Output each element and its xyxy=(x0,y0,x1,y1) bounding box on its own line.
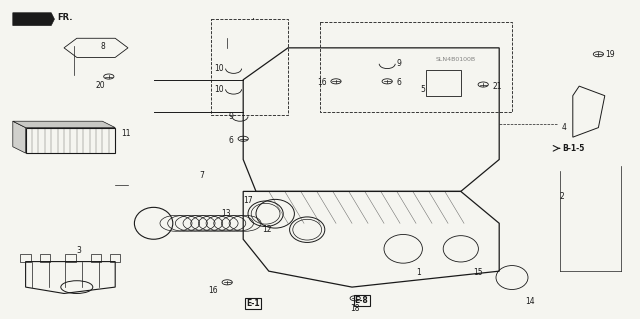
Polygon shape xyxy=(13,121,26,153)
Bar xyxy=(40,254,50,262)
Text: 9: 9 xyxy=(228,112,234,121)
Text: B-1-5: B-1-5 xyxy=(562,144,584,153)
Text: 18: 18 xyxy=(351,304,360,313)
Bar xyxy=(20,254,31,262)
Text: 15: 15 xyxy=(474,268,483,277)
Text: 9: 9 xyxy=(397,59,402,68)
Text: 10: 10 xyxy=(214,85,224,94)
Text: SLN4B0100B: SLN4B0100B xyxy=(435,57,476,63)
Text: E-1: E-1 xyxy=(246,299,260,308)
Text: 12: 12 xyxy=(262,225,272,234)
Text: 8: 8 xyxy=(101,42,106,51)
Bar xyxy=(91,254,101,262)
Bar xyxy=(26,128,115,153)
Text: 6: 6 xyxy=(397,78,402,87)
Bar xyxy=(65,254,76,262)
Text: 20: 20 xyxy=(96,81,106,90)
Text: 3: 3 xyxy=(77,246,82,255)
Bar xyxy=(110,254,120,262)
Text: 5: 5 xyxy=(420,85,426,94)
Text: 13: 13 xyxy=(221,209,230,218)
Text: 6: 6 xyxy=(228,136,234,145)
Text: 16: 16 xyxy=(317,78,326,87)
Text: E-8: E-8 xyxy=(355,296,369,305)
Polygon shape xyxy=(13,121,115,128)
Polygon shape xyxy=(13,13,54,26)
Text: 21: 21 xyxy=(493,82,502,91)
Text: 10: 10 xyxy=(214,64,224,73)
Text: 4: 4 xyxy=(561,123,566,132)
Text: 11: 11 xyxy=(122,130,131,138)
Text: 16: 16 xyxy=(208,286,218,294)
Text: 2: 2 xyxy=(560,192,564,201)
Text: FR.: FR. xyxy=(58,13,73,22)
Text: 19: 19 xyxy=(605,50,614,59)
Text: 14: 14 xyxy=(525,297,534,306)
Text: 1: 1 xyxy=(416,268,420,277)
Text: 7: 7 xyxy=(199,171,204,180)
Text: 17: 17 xyxy=(243,197,253,205)
